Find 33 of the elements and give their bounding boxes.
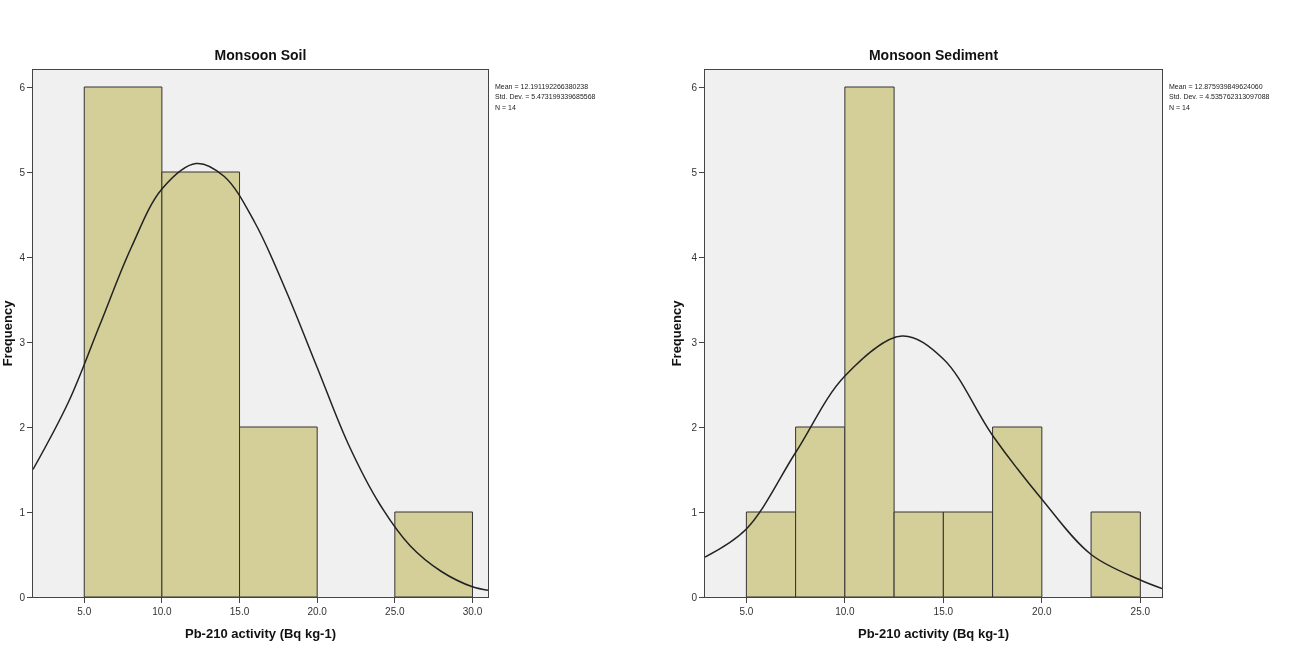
x-tick-label: 10.0	[152, 606, 173, 617]
x-tick-label: 10.0	[835, 606, 856, 617]
y-tick-label: 3	[19, 336, 26, 348]
x-tick-label: 25.0	[1130, 606, 1151, 617]
y-axis-title: Frequency	[0, 299, 15, 367]
y-tick-label: 5	[691, 166, 698, 178]
chart-title: Monsoon Soil	[214, 47, 307, 63]
x-tick-label: 25.0	[385, 606, 405, 617]
line-series	[33, 162, 488, 591]
x-tick-label: 20.0	[307, 606, 328, 617]
y-tick-label: 4	[691, 251, 698, 263]
y-tick-label: 3	[691, 336, 698, 348]
x-tick-label: 5.0	[739, 606, 754, 617]
x-axis-title: Pb-210 activity (Bq kg-1)	[858, 625, 1009, 641]
y-axis-title: Frequency	[669, 299, 685, 367]
x-tick-label: 15.0	[933, 606, 954, 617]
x-tick-label: 20.0	[1032, 606, 1053, 617]
y-tick-label: 1	[691, 506, 698, 518]
y-tick-label: 4	[19, 251, 26, 263]
y-tick-label: 0	[19, 591, 26, 603]
x-tick-label: 15.0	[229, 606, 250, 617]
y-tick-label: 6	[691, 81, 698, 93]
x-tick-label: 30.0	[462, 606, 483, 617]
y-tick-label: 0	[691, 591, 698, 603]
line-series	[705, 335, 1162, 590]
y-tick-label: 1	[19, 506, 26, 518]
y-tick-label: 6	[19, 81, 26, 93]
y-tick-label: 5	[19, 166, 26, 178]
x-tick-label: 5.0	[77, 606, 92, 617]
y-tick-label: 2	[691, 421, 698, 433]
x-axis-title: Pb-210 activity (Bq kg-1)	[185, 625, 336, 641]
y-tick-label: 2	[19, 421, 26, 433]
chart-title: Monsoon Sediment	[868, 47, 999, 63]
